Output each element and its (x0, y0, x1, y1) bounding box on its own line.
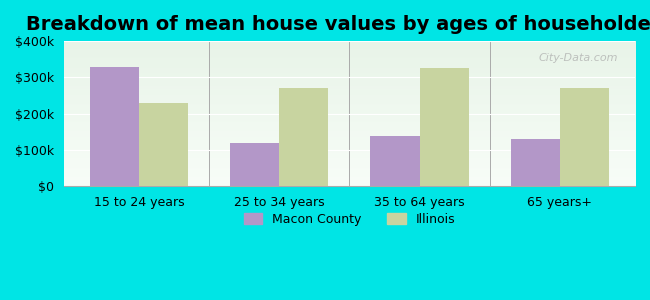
Text: City-Data.com: City-Data.com (538, 53, 618, 63)
Bar (560, 88, 609, 186)
Bar (230, 143, 280, 186)
Title: Breakdown of mean house values by ages of householders: Breakdown of mean house values by ages o… (27, 15, 650, 34)
Bar (280, 88, 328, 186)
Bar (511, 139, 560, 186)
Bar (90, 67, 139, 186)
Bar (139, 103, 188, 186)
Bar (420, 68, 469, 186)
Legend: Macon County, Illinois: Macon County, Illinois (239, 208, 460, 231)
Bar (370, 136, 420, 186)
